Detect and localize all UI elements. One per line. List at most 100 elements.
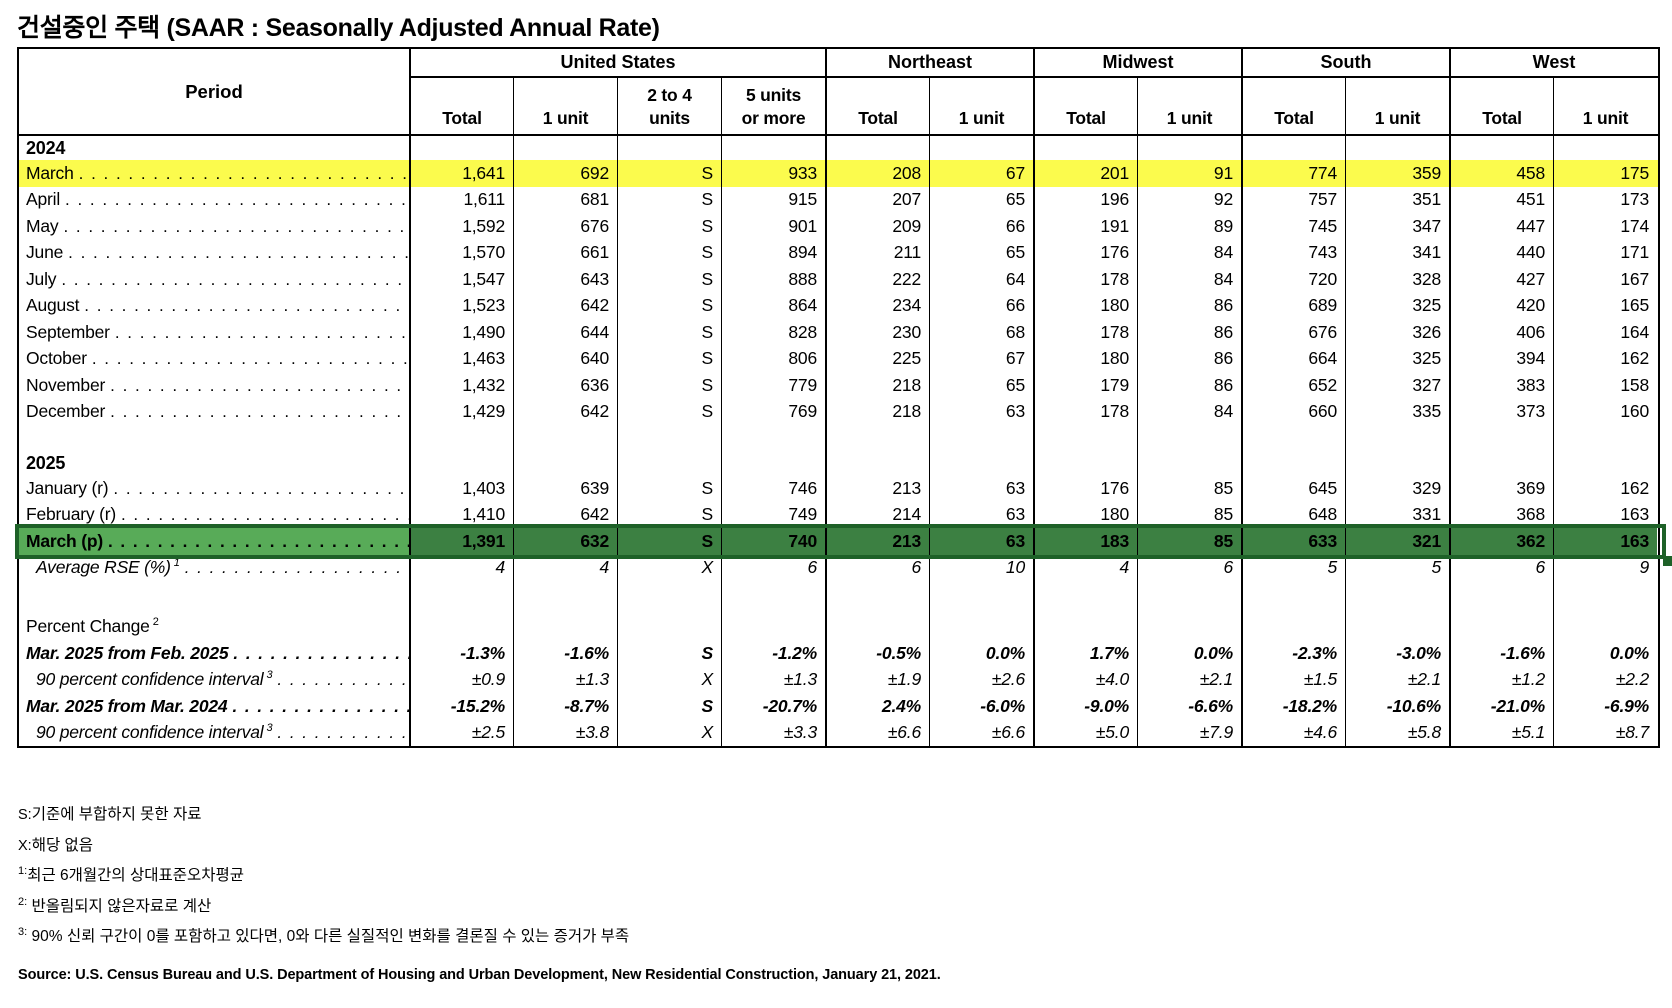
row-label-cell[interactable]: October	[19, 346, 409, 373]
cell[interactable]: 328	[1345, 266, 1449, 293]
cell[interactable]: 676	[1241, 319, 1345, 346]
cell[interactable]	[1345, 581, 1449, 604]
row-label-cell[interactable]: June	[19, 240, 409, 267]
cell[interactable]: 171	[1553, 239, 1657, 266]
cell[interactable]	[1345, 451, 1449, 475]
cell[interactable]	[1449, 581, 1553, 604]
cell[interactable]: -1.6%	[513, 640, 617, 667]
cell[interactable]: 178	[1033, 398, 1137, 425]
cell[interactable]: ±6.6	[825, 719, 929, 746]
cell[interactable]: 420	[1449, 292, 1553, 319]
row-label-cell[interactable]: 90 percent confidence interval 3	[19, 667, 409, 694]
cell[interactable]: 162	[1553, 345, 1657, 372]
cell[interactable]: 642	[513, 398, 617, 425]
cell[interactable]: 933	[721, 160, 825, 187]
cell[interactable]: S	[617, 475, 721, 502]
cell[interactable]: S	[617, 160, 721, 187]
cell[interactable]: -0.5%	[825, 640, 929, 667]
cell[interactable]: 67	[929, 345, 1033, 372]
cell[interactable]: 85	[1137, 475, 1241, 502]
cell[interactable]: 1,410	[409, 501, 513, 528]
cell[interactable]: 89	[1137, 213, 1241, 240]
row-label-cell[interactable]: Mar. 2025 from Mar. 2024	[19, 693, 409, 720]
cell[interactable]: 757	[1241, 186, 1345, 213]
cell[interactable]: 2.4%	[825, 693, 929, 720]
cell[interactable]	[409, 425, 513, 451]
cell[interactable]: 63	[929, 398, 1033, 425]
cell[interactable]: 86	[1137, 319, 1241, 346]
row-label-cell[interactable]: 2025	[19, 451, 409, 475]
cell[interactable]	[1449, 604, 1553, 640]
cell[interactable]: 164	[1553, 319, 1657, 346]
cell[interactable]	[409, 604, 513, 640]
cell[interactable]: 6	[1449, 554, 1553, 581]
cell[interactable]: -3.0%	[1345, 640, 1449, 667]
cell[interactable]: 218	[825, 398, 929, 425]
cell[interactable]: 1,429	[409, 398, 513, 425]
cell[interactable]: 359	[1345, 160, 1449, 187]
cell[interactable]: 720	[1241, 266, 1345, 293]
cell[interactable]: 4	[409, 554, 513, 581]
cell[interactable]: 65	[929, 186, 1033, 213]
cell[interactable]	[1553, 451, 1657, 475]
cell[interactable]	[1033, 451, 1137, 475]
cell[interactable]	[721, 451, 825, 475]
cell[interactable]: S	[617, 398, 721, 425]
cell[interactable]: ±1.5	[1241, 666, 1345, 693]
cell[interactable]: 681	[513, 186, 617, 213]
cell[interactable]: 664	[1241, 345, 1345, 372]
cell[interactable]: 6	[1137, 554, 1241, 581]
cell[interactable]: S	[617, 239, 721, 266]
cell[interactable]: 644	[513, 319, 617, 346]
cell[interactable]: 84	[1137, 266, 1241, 293]
cell[interactable]: 1,432	[409, 372, 513, 399]
cell[interactable]: 676	[513, 213, 617, 240]
cell[interactable]: 1,391	[409, 528, 513, 555]
cell[interactable]: 218	[825, 372, 929, 399]
cell[interactable]: 828	[721, 319, 825, 346]
cell[interactable]: 769	[721, 398, 825, 425]
cell[interactable]: 176	[1033, 239, 1137, 266]
cell[interactable]: 915	[721, 186, 825, 213]
cell[interactable]: 458	[1449, 160, 1553, 187]
cell[interactable]: 92	[1137, 186, 1241, 213]
row-label-cell[interactable]: March	[19, 160, 409, 187]
cell[interactable]: 65	[929, 239, 1033, 266]
cell[interactable]: -6.9%	[1553, 693, 1657, 720]
cell[interactable]	[1033, 604, 1137, 640]
cell[interactable]: 329	[1345, 475, 1449, 502]
cell[interactable]: 167	[1553, 266, 1657, 293]
row-label-cell[interactable]: March (p)	[19, 528, 409, 555]
cell[interactable]: 347	[1345, 213, 1449, 240]
cell[interactable]	[1033, 136, 1137, 160]
cell[interactable]: 4	[1033, 554, 1137, 581]
cell[interactable]	[929, 604, 1033, 640]
cell[interactable]: ±2.6	[929, 666, 1033, 693]
cell[interactable]: 901	[721, 213, 825, 240]
cell[interactable]: -21.0%	[1449, 693, 1553, 720]
cell[interactable]	[1137, 136, 1241, 160]
cell[interactable]	[1449, 136, 1553, 160]
group-header-south[interactable]: South	[1241, 49, 1449, 76]
cell[interactable]: 84	[1137, 398, 1241, 425]
cell[interactable]: 86	[1137, 372, 1241, 399]
cell[interactable]: -18.2%	[1241, 693, 1345, 720]
cell[interactable]: -6.6%	[1137, 693, 1241, 720]
cell[interactable]: 63	[929, 475, 1033, 502]
cell[interactable]: 207	[825, 186, 929, 213]
cell[interactable]: 745	[1241, 213, 1345, 240]
cell[interactable]: 213	[825, 475, 929, 502]
cell[interactable]: S	[617, 372, 721, 399]
cell[interactable]: 225	[825, 345, 929, 372]
cell[interactable]: 447	[1449, 213, 1553, 240]
row-label-cell[interactable]: 90 percent confidence interval 3	[19, 720, 409, 747]
cell[interactable]: 1,523	[409, 292, 513, 319]
cell[interactable]	[513, 604, 617, 640]
cell[interactable]: 4	[513, 554, 617, 581]
cell[interactable]: 335	[1345, 398, 1449, 425]
cell[interactable]	[825, 136, 929, 160]
cell[interactable]: 222	[825, 266, 929, 293]
cell[interactable]	[721, 136, 825, 160]
cell[interactable]: 341	[1345, 239, 1449, 266]
cell[interactable]: 0.0%	[929, 640, 1033, 667]
